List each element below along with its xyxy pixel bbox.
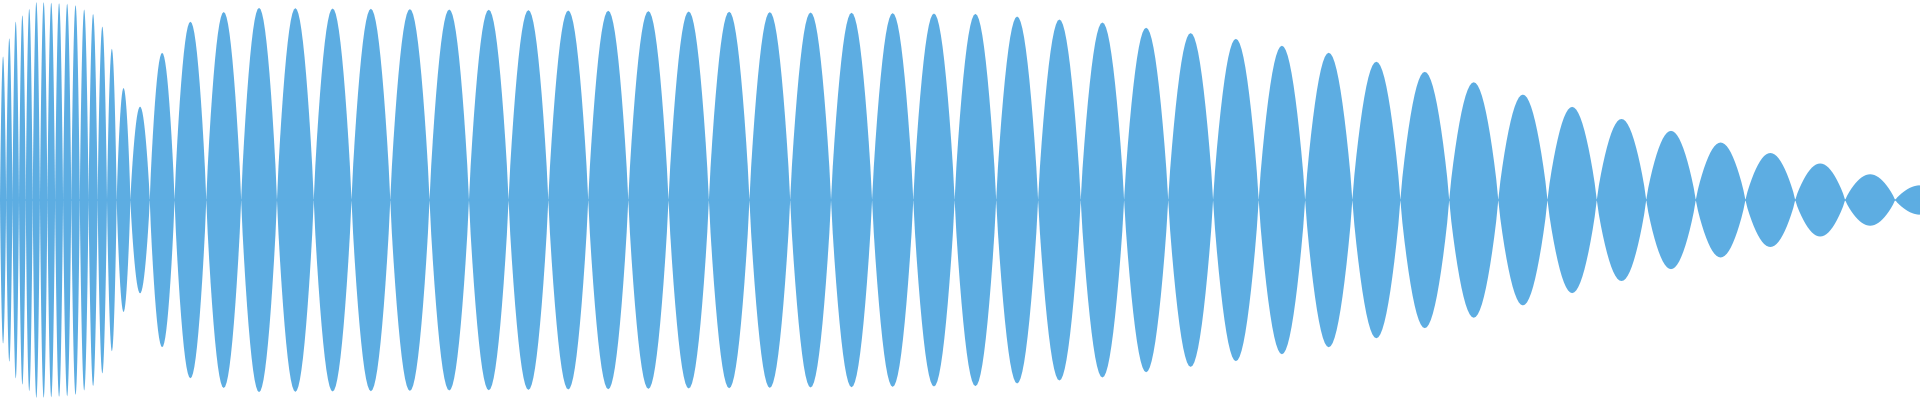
page: (() => { const data = JSON.parse(documen… [0,2,1920,398]
waveform [0,2,1920,398]
